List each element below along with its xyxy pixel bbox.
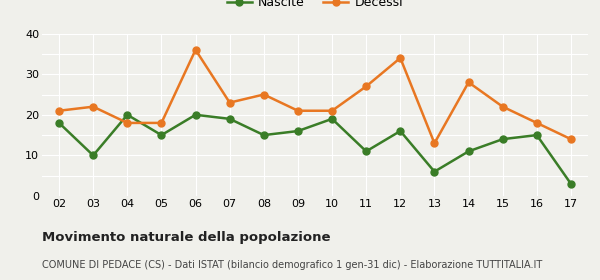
Text: Movimento naturale della popolazione: Movimento naturale della popolazione	[42, 231, 331, 244]
Text: COMUNE DI PEDACE (CS) - Dati ISTAT (bilancio demografico 1 gen-31 dic) - Elabora: COMUNE DI PEDACE (CS) - Dati ISTAT (bila…	[42, 260, 542, 270]
Legend: Nascite, Decessi: Nascite, Decessi	[221, 0, 409, 14]
